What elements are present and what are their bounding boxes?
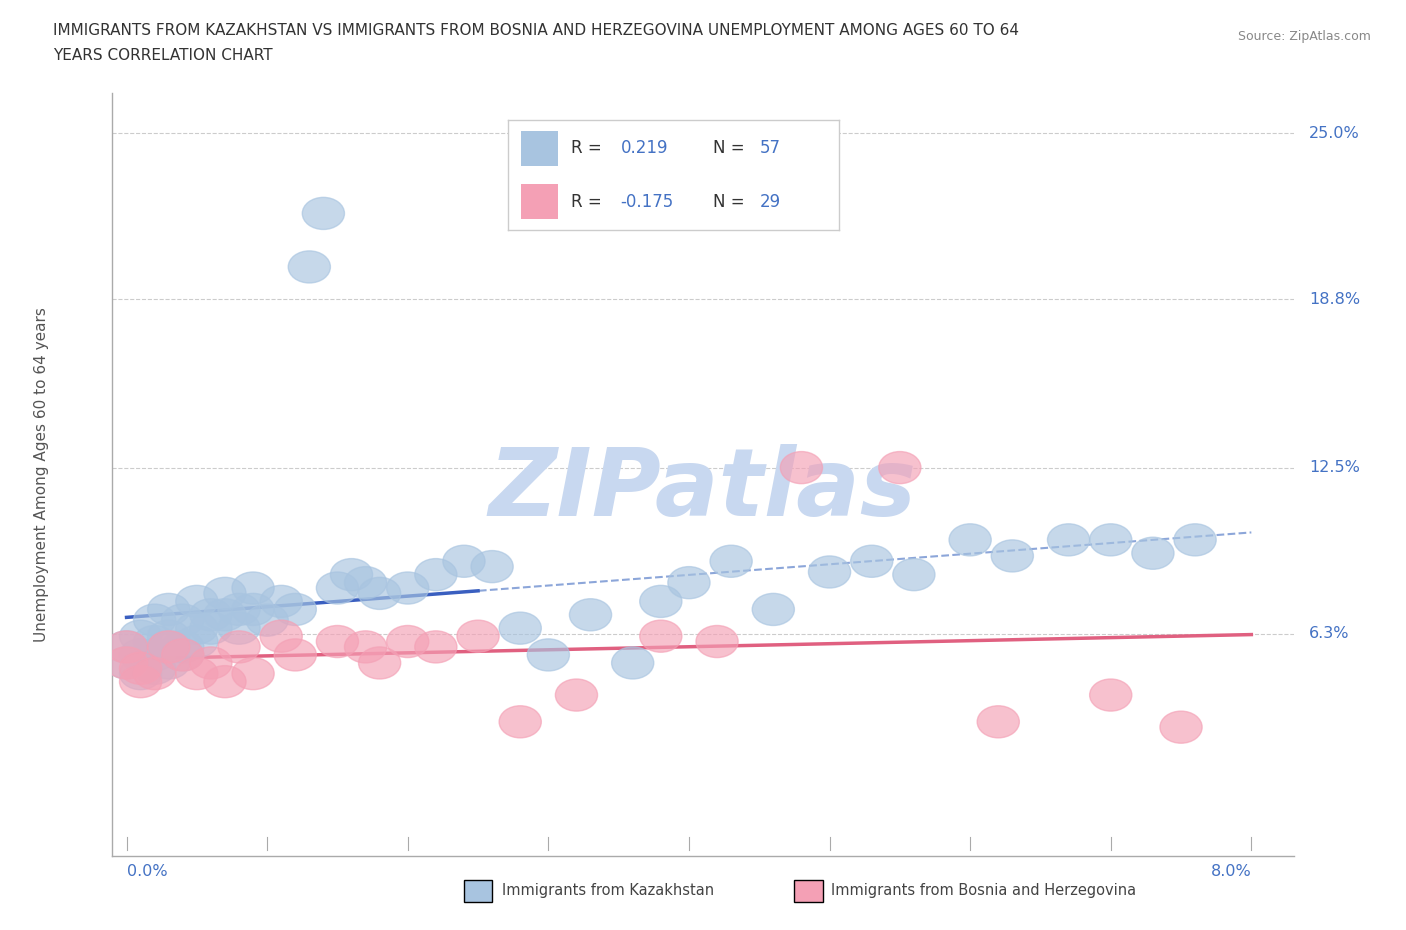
Ellipse shape — [851, 545, 893, 578]
Ellipse shape — [808, 556, 851, 588]
Ellipse shape — [162, 631, 204, 663]
Ellipse shape — [387, 626, 429, 658]
Ellipse shape — [134, 604, 176, 636]
Ellipse shape — [359, 647, 401, 679]
Text: Immigrants from Kazakhstan: Immigrants from Kazakhstan — [502, 883, 714, 897]
Ellipse shape — [120, 652, 162, 684]
Ellipse shape — [443, 545, 485, 578]
Ellipse shape — [415, 631, 457, 663]
Text: ZIPatlas: ZIPatlas — [489, 444, 917, 536]
Ellipse shape — [415, 559, 457, 591]
Ellipse shape — [1047, 524, 1090, 556]
Ellipse shape — [359, 578, 401, 609]
Ellipse shape — [120, 639, 162, 671]
Text: YEARS CORRELATION CHART: YEARS CORRELATION CHART — [53, 48, 273, 63]
Ellipse shape — [977, 706, 1019, 737]
Ellipse shape — [190, 599, 232, 631]
Ellipse shape — [612, 647, 654, 679]
Ellipse shape — [176, 612, 218, 644]
Text: Immigrants from Bosnia and Herzegovina: Immigrants from Bosnia and Herzegovina — [831, 883, 1136, 897]
Ellipse shape — [949, 524, 991, 556]
Ellipse shape — [232, 593, 274, 626]
Ellipse shape — [696, 626, 738, 658]
Ellipse shape — [176, 626, 218, 658]
Ellipse shape — [162, 639, 204, 671]
Text: Unemployment Among Ages 60 to 64 years: Unemployment Among Ages 60 to 64 years — [34, 307, 49, 642]
Ellipse shape — [569, 599, 612, 631]
Ellipse shape — [710, 545, 752, 578]
Ellipse shape — [640, 585, 682, 618]
Ellipse shape — [344, 566, 387, 599]
Ellipse shape — [190, 612, 232, 644]
Ellipse shape — [120, 658, 162, 690]
Ellipse shape — [1090, 524, 1132, 556]
Text: 0.0%: 0.0% — [127, 864, 167, 879]
Ellipse shape — [218, 593, 260, 626]
Ellipse shape — [991, 539, 1033, 572]
Ellipse shape — [162, 639, 204, 671]
Ellipse shape — [288, 251, 330, 283]
Ellipse shape — [752, 593, 794, 626]
Ellipse shape — [218, 631, 260, 663]
Ellipse shape — [302, 197, 344, 230]
Ellipse shape — [1090, 679, 1132, 711]
Ellipse shape — [316, 626, 359, 658]
Text: 25.0%: 25.0% — [1309, 126, 1360, 140]
Ellipse shape — [780, 452, 823, 484]
Ellipse shape — [148, 620, 190, 652]
Ellipse shape — [232, 572, 274, 605]
Ellipse shape — [148, 593, 190, 626]
Ellipse shape — [330, 559, 373, 591]
Ellipse shape — [148, 631, 190, 663]
Ellipse shape — [527, 639, 569, 671]
Ellipse shape — [105, 647, 148, 679]
Ellipse shape — [134, 626, 176, 658]
Ellipse shape — [274, 639, 316, 671]
Ellipse shape — [204, 599, 246, 631]
Ellipse shape — [879, 452, 921, 484]
Ellipse shape — [120, 620, 162, 652]
Ellipse shape — [555, 679, 598, 711]
Text: 12.5%: 12.5% — [1309, 460, 1360, 475]
Ellipse shape — [246, 604, 288, 636]
Ellipse shape — [457, 620, 499, 652]
Ellipse shape — [218, 612, 260, 644]
Ellipse shape — [105, 647, 148, 679]
Ellipse shape — [105, 631, 148, 663]
Ellipse shape — [148, 631, 190, 663]
Ellipse shape — [1160, 711, 1202, 743]
Ellipse shape — [260, 585, 302, 618]
Ellipse shape — [176, 585, 218, 618]
Text: Source: ZipAtlas.com: Source: ZipAtlas.com — [1237, 30, 1371, 43]
Text: IMMIGRANTS FROM KAZAKHSTAN VS IMMIGRANTS FROM BOSNIA AND HERZEGOVINA UNEMPLOYMEN: IMMIGRANTS FROM KAZAKHSTAN VS IMMIGRANTS… — [53, 23, 1019, 38]
Ellipse shape — [387, 572, 429, 605]
Ellipse shape — [1132, 538, 1174, 569]
Ellipse shape — [134, 658, 176, 690]
Ellipse shape — [344, 631, 387, 663]
Text: 6.3%: 6.3% — [1309, 626, 1350, 641]
Ellipse shape — [668, 566, 710, 599]
Ellipse shape — [893, 559, 935, 591]
Ellipse shape — [232, 658, 274, 690]
Ellipse shape — [499, 706, 541, 737]
Ellipse shape — [260, 620, 302, 652]
Text: 18.8%: 18.8% — [1309, 291, 1360, 307]
Ellipse shape — [316, 572, 359, 605]
Ellipse shape — [190, 647, 232, 679]
Ellipse shape — [120, 666, 162, 698]
Ellipse shape — [148, 647, 190, 679]
Ellipse shape — [1174, 524, 1216, 556]
Ellipse shape — [134, 652, 176, 684]
Ellipse shape — [134, 639, 176, 671]
Ellipse shape — [640, 620, 682, 652]
Ellipse shape — [176, 658, 218, 690]
Ellipse shape — [471, 551, 513, 583]
Ellipse shape — [162, 604, 204, 636]
Ellipse shape — [274, 593, 316, 626]
Text: 8.0%: 8.0% — [1211, 864, 1251, 879]
Ellipse shape — [105, 631, 148, 663]
Ellipse shape — [499, 612, 541, 644]
Ellipse shape — [204, 666, 246, 698]
Ellipse shape — [204, 578, 246, 609]
